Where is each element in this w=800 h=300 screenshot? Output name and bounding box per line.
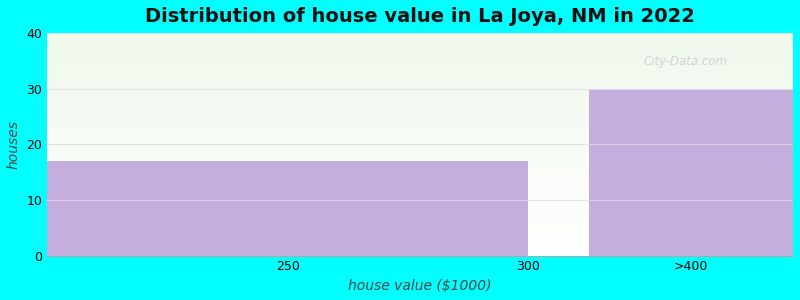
X-axis label: house value ($1000): house value ($1000) <box>348 279 492 293</box>
Y-axis label: houses: houses <box>7 120 21 169</box>
Bar <box>589 89 793 256</box>
Bar <box>47 161 529 256</box>
Title: Distribution of house value in La Joya, NM in 2022: Distribution of house value in La Joya, … <box>146 7 695 26</box>
Text: City-Data.com: City-Data.com <box>644 56 728 68</box>
